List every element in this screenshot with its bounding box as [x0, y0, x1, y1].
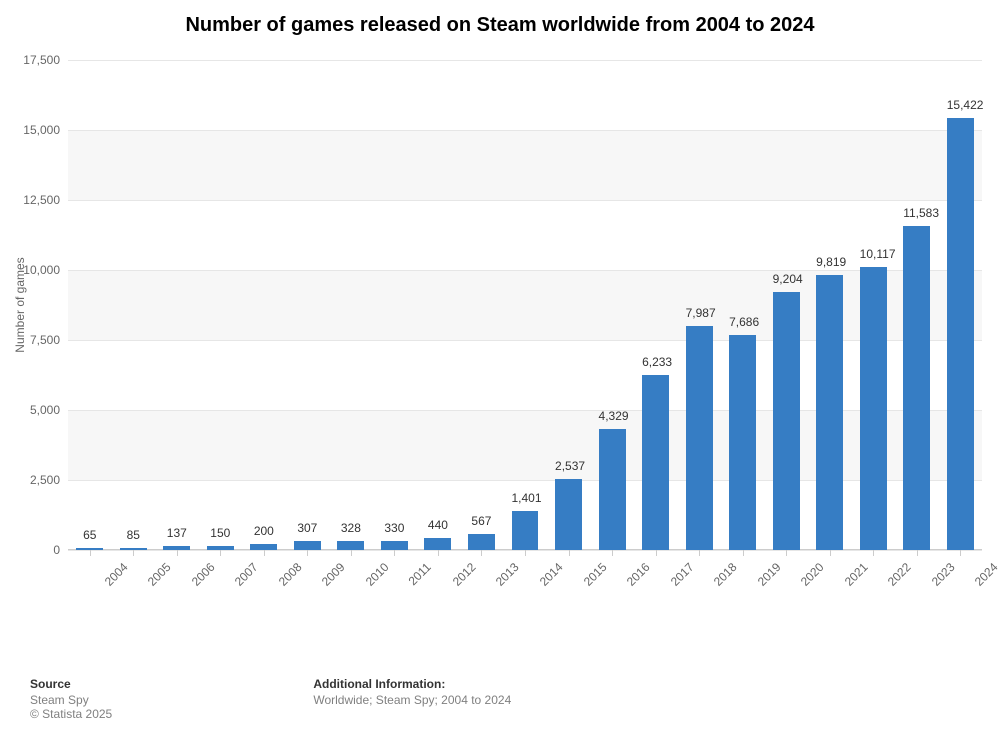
x-tick-label: 2012 [450, 560, 479, 589]
x-tick-label: 2024 [972, 560, 1000, 589]
plot-area: 02,5005,0007,50010,00012,50015,00017,500… [68, 60, 982, 550]
bar-value-label: 7,686 [729, 315, 756, 329]
bar: 567 [468, 534, 495, 550]
x-tick-label: 2017 [667, 560, 696, 589]
y-tick-label: 5,000 [30, 403, 60, 417]
bar-value-label: 9,204 [773, 272, 800, 286]
bar-value-label: 200 [250, 524, 277, 538]
x-tick-mark [743, 550, 744, 556]
bar: 1,401 [512, 511, 539, 550]
y-tick-label: 2,500 [30, 473, 60, 487]
bar: 10,117 [860, 267, 887, 550]
x-tick-mark [699, 550, 700, 556]
y-tick-label: 12,500 [23, 193, 60, 207]
info-heading: Additional Information: [313, 677, 511, 691]
y-tick-label: 10,000 [23, 263, 60, 277]
x-tick-label: 2021 [841, 560, 870, 589]
x-tick-label: 2014 [537, 560, 566, 589]
x-tick-mark [394, 550, 395, 556]
info-line: Worldwide; Steam Spy; 2004 to 2024 [313, 693, 511, 707]
bar-value-label: 9,819 [816, 255, 843, 269]
bar: 4,329 [599, 429, 626, 550]
bar-value-label: 4,329 [599, 409, 626, 423]
x-tick-mark [830, 550, 831, 556]
bar: 7,686 [729, 335, 756, 550]
x-tick-mark [351, 550, 352, 556]
x-tick-label: 2023 [929, 560, 958, 589]
bar-value-label: 6,233 [642, 355, 669, 369]
bar: 7,987 [686, 326, 713, 550]
bar: 2,537 [555, 479, 582, 550]
x-tick-mark [873, 550, 874, 556]
bar-value-label: 2,537 [555, 459, 582, 473]
bar-value-label: 85 [120, 528, 147, 542]
x-tick-label: 2019 [754, 560, 783, 589]
bar-value-label: 330 [381, 521, 408, 535]
bar: 6,233 [642, 375, 669, 550]
x-tick-mark [612, 550, 613, 556]
bar: 440 [424, 538, 451, 550]
x-tick-label: 2007 [232, 560, 261, 589]
footer-info-block: Additional Information: Worldwide; Steam… [313, 677, 511, 707]
y-tick-label: 17,500 [23, 53, 60, 67]
bar-value-label: 65 [76, 528, 103, 542]
x-tick-mark [656, 550, 657, 556]
bar-value-label: 328 [337, 521, 364, 535]
x-tick-label: 2005 [145, 560, 174, 589]
x-tick-label: 2015 [580, 560, 609, 589]
x-tick-label: 2008 [276, 560, 305, 589]
x-tick-label: 2010 [363, 560, 392, 589]
bar: 328 [337, 541, 364, 550]
x-tick-mark [220, 550, 221, 556]
bar: 307 [294, 541, 321, 550]
x-tick-label: 2018 [711, 560, 740, 589]
bar-value-label: 137 [163, 526, 190, 540]
bar-value-label: 10,117 [860, 247, 887, 261]
y-tick-label: 15,000 [23, 123, 60, 137]
x-tick-mark [960, 550, 961, 556]
x-tick-mark [90, 550, 91, 556]
bar: 15,422 [947, 118, 974, 550]
source-line-1: Steam Spy [30, 693, 310, 707]
chart-footer: Source Steam Spy © Statista 2025 Additio… [30, 677, 970, 721]
bar-value-label: 567 [468, 514, 495, 528]
x-tick-label: 2011 [406, 560, 434, 588]
x-tick-label: 2006 [189, 560, 218, 589]
x-tick-label: 2009 [319, 560, 348, 589]
x-tick-mark [481, 550, 482, 556]
bar: 11,583 [903, 226, 930, 550]
bar-value-label: 440 [424, 518, 451, 532]
bar-value-label: 15,422 [947, 98, 974, 112]
x-tick-mark [133, 550, 134, 556]
x-tick-label: 2004 [102, 560, 131, 589]
x-tick-mark [786, 550, 787, 556]
footer-source-block: Source Steam Spy © Statista 2025 [30, 677, 310, 721]
x-tick-mark [917, 550, 918, 556]
chart-title: Number of games released on Steam worldw… [0, 14, 1000, 37]
chart-container: Number of games 02,5005,0007,50010,00012… [0, 50, 1000, 640]
source-line-2: © Statista 2025 [30, 707, 310, 721]
bar: 330 [381, 541, 408, 550]
bar-value-label: 150 [207, 526, 234, 540]
x-tick-label: 2013 [493, 560, 522, 589]
bar-value-label: 7,987 [686, 306, 713, 320]
x-tick-mark [525, 550, 526, 556]
bar: 9,204 [773, 292, 800, 550]
bar-value-label: 11,583 [903, 206, 930, 220]
bar: 9,819 [816, 275, 843, 550]
y-tick-label: 0 [53, 543, 60, 557]
bar-value-label: 1,401 [511, 491, 538, 505]
x-tick-mark [307, 550, 308, 556]
bar-value-label: 307 [294, 521, 321, 535]
x-tick-label: 2020 [798, 560, 827, 589]
x-tick-mark [438, 550, 439, 556]
x-tick-label: 2016 [624, 560, 653, 589]
x-tick-label: 2022 [885, 560, 914, 589]
x-tick-mark [264, 550, 265, 556]
source-heading: Source [30, 677, 310, 691]
bars-layer: 65 85 137 150 200 307 328 330 440 567 1,401 2,537 4,… [68, 60, 982, 550]
x-tick-mark [569, 550, 570, 556]
x-tick-mark [177, 550, 178, 556]
y-tick-label: 7,500 [30, 333, 60, 347]
